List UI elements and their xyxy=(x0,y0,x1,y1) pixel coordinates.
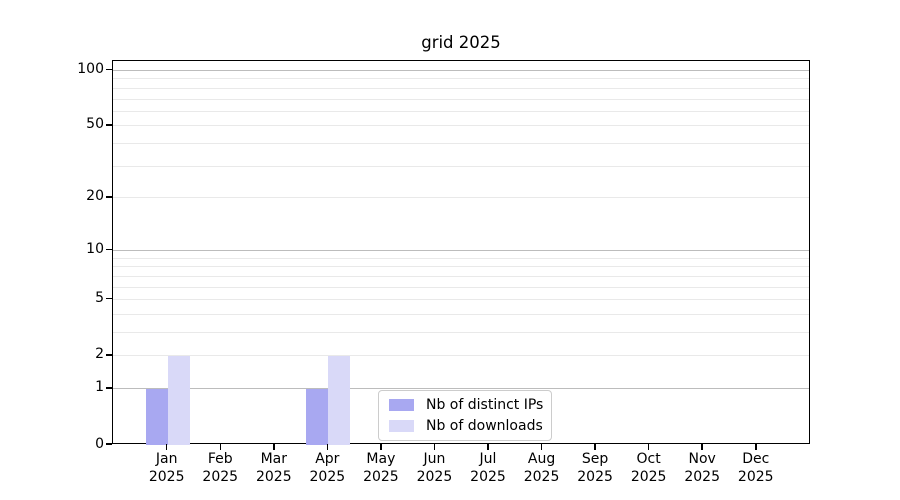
y-tick-mark xyxy=(106,124,112,126)
y-tick-mark xyxy=(106,248,112,251)
gridline-minor xyxy=(113,257,809,259)
y-axis-tick-label: 50 xyxy=(86,116,104,133)
gridline-minor xyxy=(113,275,809,277)
y-axis-tick-label: 10 xyxy=(86,240,104,257)
x-axis-tick-label: Jun 2025 xyxy=(416,451,453,485)
gridline-minor xyxy=(113,78,809,80)
y-axis-tick-label: 2 xyxy=(95,346,104,363)
legend-item-distinct-ips: Nb of distinct IPs xyxy=(389,398,543,412)
gridline-major xyxy=(113,388,809,390)
x-axis-tick-label: Nov 2025 xyxy=(684,451,720,485)
y-axis-tick-label: 5 xyxy=(95,290,104,307)
x-tick-mark xyxy=(165,444,168,450)
gridline-minor xyxy=(113,87,809,89)
x-tick-mark xyxy=(594,444,596,450)
gridline-minor xyxy=(113,286,809,288)
x-axis-tick-label: Jul 2025 xyxy=(470,451,506,485)
y-tick-mark xyxy=(106,196,112,198)
legend-swatch-downloads xyxy=(389,420,414,432)
y-axis-tick-label: 100 xyxy=(77,60,104,77)
bar-downloads xyxy=(167,355,190,445)
gridline-minor xyxy=(113,98,809,100)
y-tick-mark xyxy=(106,354,112,356)
x-axis-tick-label: Oct 2025 xyxy=(630,451,667,485)
x-axis-tick-label: Sep 2025 xyxy=(577,451,613,485)
gridline-minor xyxy=(113,110,809,112)
gridline-minor xyxy=(113,143,809,145)
x-axis-tick-label: May 2025 xyxy=(363,451,399,485)
y-tick-mark xyxy=(106,443,112,445)
bar-distinct-ips xyxy=(145,388,168,445)
y-axis-tick-label: 20 xyxy=(86,188,104,205)
y-tick-mark xyxy=(106,68,112,71)
x-axis-tick-label: Jan 2025 xyxy=(148,451,185,485)
x-tick-mark xyxy=(701,444,703,450)
x-tick-mark xyxy=(487,444,489,450)
bar-distinct-ips xyxy=(306,388,329,445)
gridline-major xyxy=(113,69,809,71)
gridline-minor xyxy=(113,313,809,315)
gridline-minor xyxy=(113,332,809,333)
gridline-minor xyxy=(113,197,809,199)
gridline-minor xyxy=(113,125,809,127)
x-tick-mark xyxy=(647,444,650,450)
chart-title: grid 2025 xyxy=(421,33,501,52)
x-axis-tick-label: Apr 2025 xyxy=(309,451,346,485)
legend-label-downloads: Nb of downloads xyxy=(426,418,543,434)
gridline-minor xyxy=(113,266,809,268)
y-axis-tick-label: 1 xyxy=(95,379,104,396)
legend-item-downloads: Nb of downloads xyxy=(389,419,543,433)
gridline-minor xyxy=(113,165,809,167)
y-axis-tick-label: 0 xyxy=(95,435,104,452)
y-tick-mark xyxy=(106,387,112,389)
gridline-minor xyxy=(113,355,809,357)
x-tick-mark xyxy=(755,444,757,450)
plot-area xyxy=(112,60,810,445)
x-axis-tick-label: Aug 2025 xyxy=(523,451,560,485)
y-tick-mark xyxy=(106,297,112,300)
gridline-major xyxy=(113,249,809,251)
legend-label-distinct-ips: Nb of distinct IPs xyxy=(426,397,544,413)
x-axis-tick-label: Dec 2025 xyxy=(737,451,774,485)
bar-downloads xyxy=(328,355,351,445)
x-tick-mark xyxy=(540,444,543,450)
x-axis-tick-label: Feb 2025 xyxy=(202,451,239,485)
x-tick-mark xyxy=(380,444,382,450)
x-tick-mark xyxy=(273,444,275,450)
gridline-minor xyxy=(113,299,809,301)
x-tick-mark xyxy=(433,444,436,450)
legend: Nb of distinct IPs Nb of downloads xyxy=(378,390,553,441)
legend-swatch-distinct-ips xyxy=(389,399,414,411)
x-tick-mark xyxy=(326,444,329,450)
x-tick-mark xyxy=(219,444,221,450)
x-axis-tick-label: Mar 2025 xyxy=(255,451,292,485)
